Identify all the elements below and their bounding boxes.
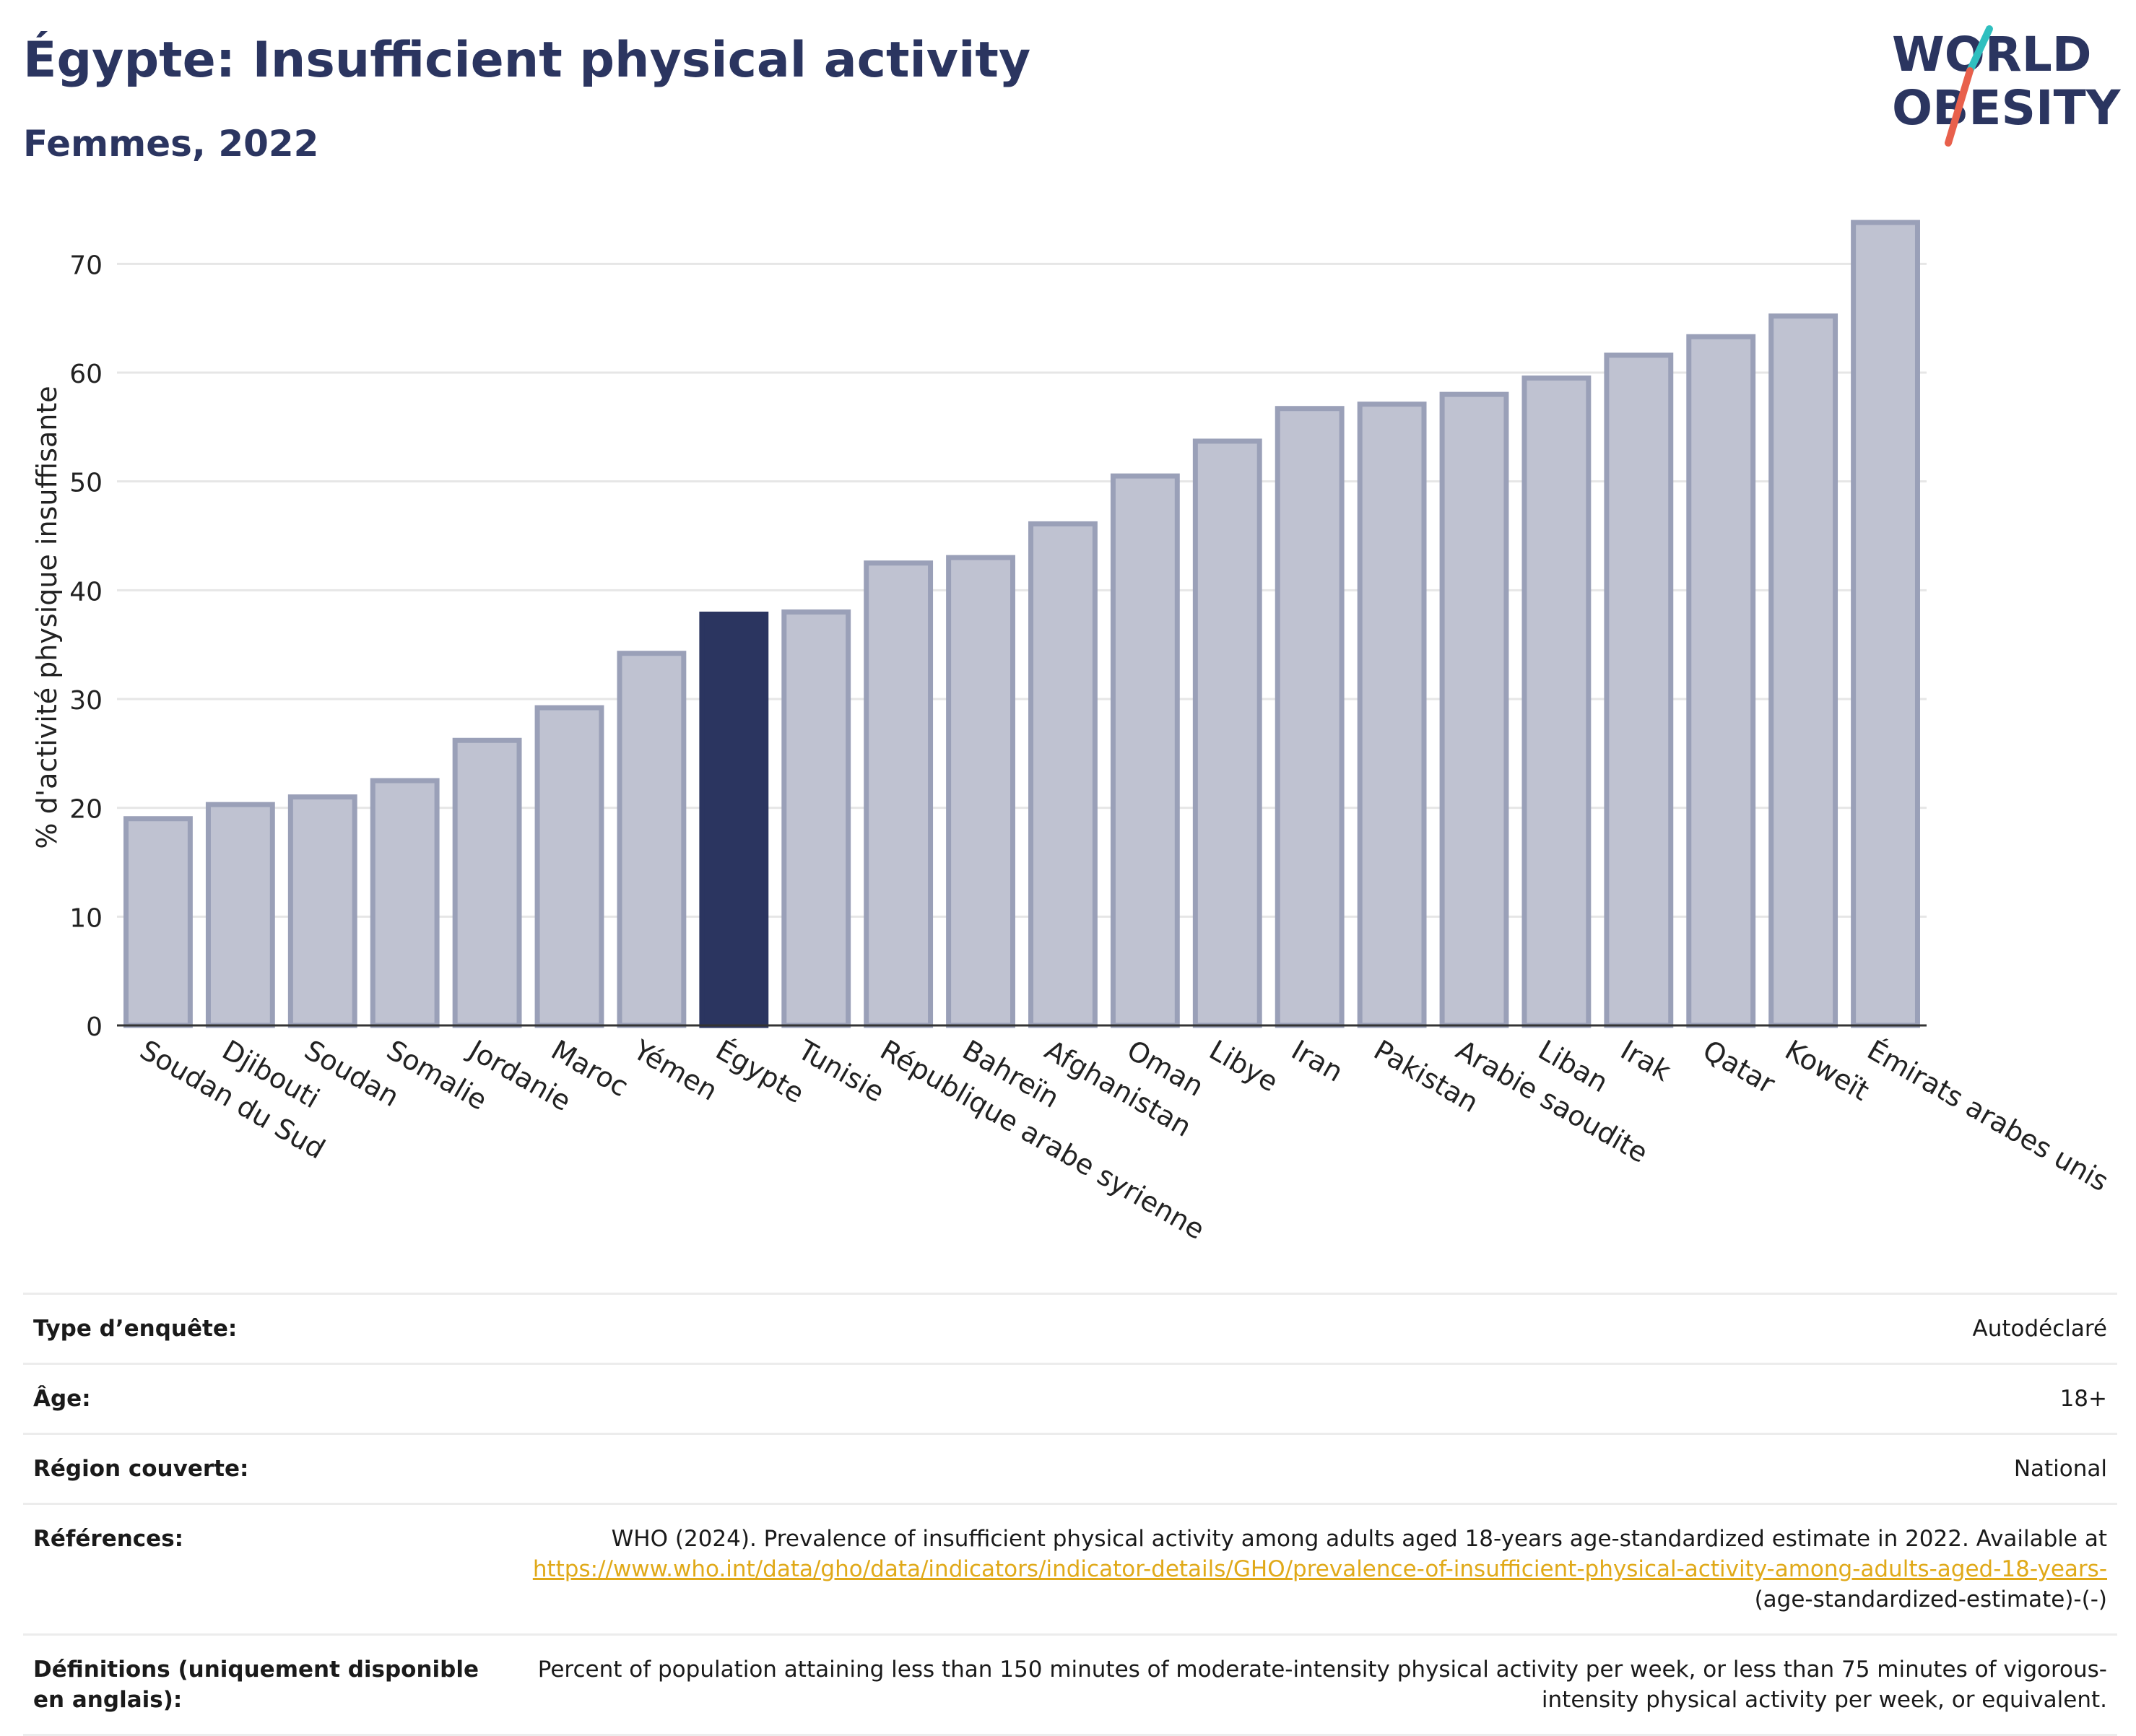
x-tick-label: Égypte: [711, 1034, 809, 1110]
page-subtitle: Femmes, 2022: [23, 123, 319, 165]
references-link[interactable]: https://www.who.int/data/gho/data/indica…: [532, 1556, 2107, 1582]
world-obesity-logo: WORLD OBESITY: [1892, 25, 2122, 147]
bar: [1357, 402, 1427, 1028]
region-value: National: [520, 1433, 2117, 1504]
info-row-definitions: Définitions (uniquement disponible en an…: [23, 1633, 2117, 1736]
bar: [1604, 352, 1674, 1028]
y-axis-label: % d'activité physique insuffisante: [31, 386, 63, 849]
survey-type-label: Type d’enquête:: [23, 1293, 520, 1364]
bar: [1851, 220, 1920, 1028]
y-tick-label: 40: [69, 577, 103, 607]
x-tick-label: Yémen: [628, 1033, 723, 1107]
bars: [123, 220, 1920, 1028]
x-tick-labels: Soudan du SudDjiboutiSoudanSomalieJordan…: [134, 1033, 2114, 1246]
logo-slash-coral: [1945, 67, 1974, 147]
y-tick-label: 60: [69, 360, 103, 389]
y-tick-label: 10: [69, 903, 103, 933]
references-text: WHO (2024). Prevalence of insufficient p…: [611, 1526, 2107, 1552]
bar: [781, 609, 851, 1028]
x-tick-label: Irak: [1615, 1034, 1676, 1088]
x-tick-label: Émirats arabes unis: [1862, 1034, 2114, 1198]
bar: [123, 816, 193, 1028]
bar: [452, 737, 522, 1028]
bar: [534, 705, 604, 1028]
y-tick-label: 50: [69, 469, 103, 498]
definitions-value: Percent of population attaining less tha…: [520, 1633, 2117, 1736]
info-row-references: Références: WHO (2024). Prevalence of in…: [23, 1503, 2117, 1635]
bar: [287, 794, 357, 1028]
bar: [699, 611, 769, 1028]
bar: [1028, 521, 1098, 1028]
references-tail: (age-standardized-estimate)-(-): [1754, 1587, 2107, 1613]
info-row-region: Région couverte: National: [23, 1433, 2117, 1504]
x-tick-label: Qatar: [1698, 1034, 1781, 1101]
bar: [864, 560, 934, 1028]
page-title: Égypte: Insufficient physical activity: [23, 32, 1031, 89]
survey-type-value: Autodéclaré: [520, 1293, 2117, 1364]
bar: [1521, 376, 1592, 1028]
y-tick-label: 20: [69, 795, 103, 825]
logo-slash-teal: [1966, 25, 1993, 74]
bar: [205, 802, 275, 1028]
y-tick-label: 70: [69, 251, 103, 280]
references-value: WHO (2024). Prevalence of insufficient p…: [520, 1503, 2117, 1635]
bar: [1275, 406, 1345, 1028]
logo-text-obesity: OBESITY: [1892, 80, 2122, 136]
info-row-age: Âge: 18+: [23, 1363, 2117, 1434]
bar: [1686, 334, 1756, 1028]
bar: [1192, 438, 1262, 1028]
info-row-survey: Type d’enquête: Autodéclaré: [23, 1293, 2117, 1364]
info-table: Type d’enquête: Autodéclaré Âge: 18+ Rég…: [23, 1293, 2117, 1736]
bar-chart: 0 10 20 30 40 50 60 70 Soudan du SudDjiboutiSou…: [31, 220, 2114, 1246]
age-label: Âge:: [23, 1363, 520, 1434]
bar: [1439, 391, 1509, 1028]
definitions-label: Définitions (uniquement disponible en an…: [23, 1633, 520, 1736]
x-tick-label: Iran: [1286, 1034, 1348, 1088]
y-tick-label: 30: [69, 686, 103, 716]
y-tick-labels: 0 10 20 30 40 50 60 70: [69, 251, 103, 1042]
bar: [1768, 313, 1838, 1028]
y-tick-label: 0: [86, 1012, 103, 1042]
region-label: Région couverte:: [23, 1433, 520, 1504]
logo-text-world: WORLD: [1892, 27, 2092, 82]
age-value: 18+: [520, 1363, 2117, 1434]
bar: [617, 651, 687, 1028]
x-tick-label: Koweït: [1780, 1034, 1875, 1107]
bar: [946, 555, 1015, 1028]
references-label: Références:: [23, 1503, 520, 1635]
bar: [1110, 473, 1180, 1028]
x-tick-label: Tunisie: [792, 1033, 890, 1108]
x-tick-label: Libye: [1204, 1034, 1283, 1098]
bar: [370, 778, 440, 1028]
